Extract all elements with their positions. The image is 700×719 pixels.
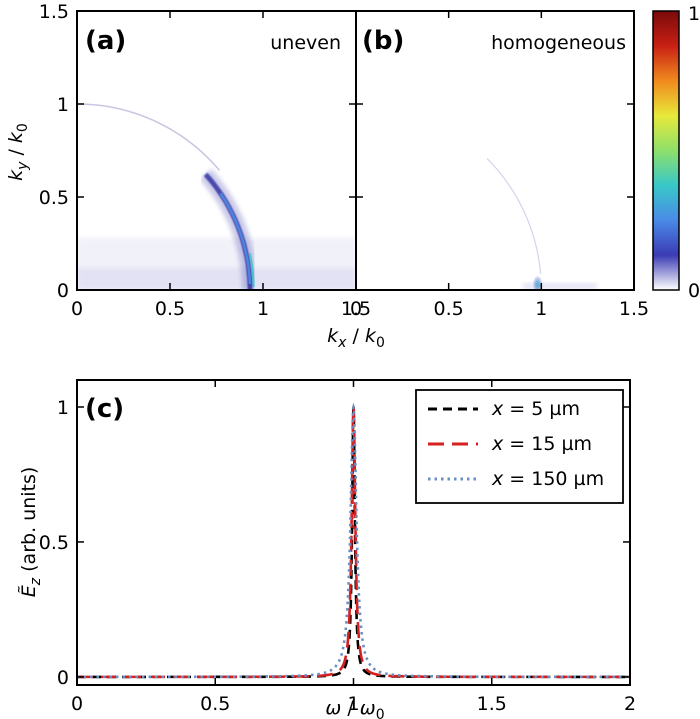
panel-c-label: (c): [85, 394, 124, 424]
legend-label-2: x = 15 µm: [491, 433, 592, 455]
x-tick-label-c: 0.5: [200, 693, 230, 715]
x-tick-label: 0.5: [155, 298, 185, 320]
panel-a-annotation: uneven: [270, 32, 341, 54]
y-tick-label-c: 1: [57, 397, 69, 419]
y-axis-label-c: Ẽz (arb. units): [17, 467, 44, 598]
x-tick-label: 0.5: [434, 298, 464, 320]
panel-a-ticks: 0 0.5 1 1.500.511.5: [39, 1, 371, 320]
x-tick-label: 1: [257, 298, 269, 320]
panel-b-annotation: homogeneous: [491, 32, 626, 54]
x-tick-label: 0: [71, 298, 83, 320]
hot-spot-b: [532, 275, 543, 290]
panel-a: (a) uneven 0 0.5 1 1.500.511.5 ky / k0: [5, 1, 371, 320]
panel-c-series: [77, 402, 630, 679]
panel-b-ticks: 0 0.5 1 1.5: [350, 10, 649, 320]
panel-b-frame: [355, 10, 635, 291]
y-tick-label: 0.5: [39, 187, 69, 209]
low-ky-band-inner: [77, 267, 356, 290]
panel-b: (b) homogeneous 0 0.5 1 1.5: [350, 10, 649, 320]
y-tick-label-c: 0.5: [39, 532, 69, 554]
heatmap-b: [486, 158, 597, 290]
colorbar: 1 0: [652, 3, 700, 302]
legend-label-1: x = 5 µm: [491, 398, 580, 420]
colorbar-tick-max: 1: [688, 3, 700, 25]
x-axis-label-ab: kx / k0: [327, 325, 385, 351]
ring-core-a: [219, 192, 252, 285]
x-tick-label-c: 1.5: [477, 693, 507, 715]
x-tick-label: 1.5: [619, 298, 649, 320]
panel-c: (c) 0 0.5 1 1.5 2 0 0.5 1 Ẽz (arb. units) ω / ω…: [17, 379, 636, 719]
y-tick-label: 1: [57, 94, 69, 116]
x-tick-label: 1.5: [341, 298, 371, 320]
y-tick-label: 1.5: [39, 1, 69, 23]
colorbar-tick-min: 0: [688, 280, 700, 302]
x-axis-label-c: ω / ω0: [325, 697, 384, 719]
y-tick-label-c: 0: [57, 667, 69, 689]
x-tick-label-c: 0: [71, 693, 83, 715]
ring-faint-b: [486, 158, 542, 274]
ring-hot-a: [248, 253, 255, 287]
panel-a-label: (a): [85, 26, 126, 56]
y-axis-label-a: ky / k0: [5, 123, 31, 181]
x-tick-label: 0: [350, 298, 362, 320]
panel-b-label: (b): [362, 26, 404, 56]
x-tick-label: 1: [535, 298, 547, 320]
colorbar-gradient: [652, 10, 680, 291]
floor-glow-b: [522, 282, 597, 290]
y-tick-label: 0: [57, 280, 69, 302]
ring-faint-a: [77, 103, 221, 171]
legend-label-3: x = 150 µm: [491, 468, 604, 490]
heatmap-a: [77, 103, 356, 290]
series-line-3: [77, 402, 630, 679]
x-tick-label-c: 1: [347, 693, 359, 715]
panel-c-ticks: 0 0.5 1 1.5 2 0 0.5 1: [39, 380, 636, 715]
legend: x = 5 µm x = 15 µm x = 150 µm: [415, 389, 624, 504]
x-tick-label-c: 2: [624, 693, 636, 715]
